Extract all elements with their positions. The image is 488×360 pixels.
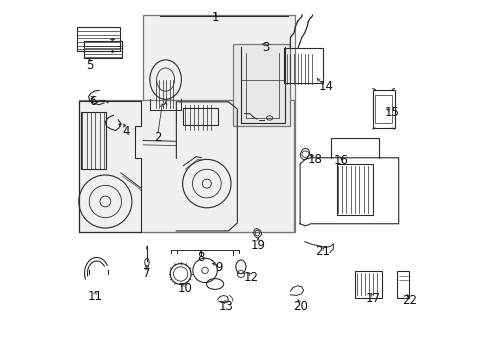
Text: 4: 4	[122, 125, 130, 138]
Bar	[84, 41, 122, 58]
Text: 1: 1	[211, 12, 219, 24]
Text: 11: 11	[87, 290, 102, 303]
Text: 3: 3	[262, 41, 269, 54]
Bar	[374, 95, 391, 123]
Bar	[233, 44, 290, 126]
Text: 22: 22	[401, 294, 416, 307]
Text: 7: 7	[143, 267, 150, 280]
Bar	[79, 100, 293, 232]
Text: 5: 5	[86, 59, 93, 72]
Text: 10: 10	[178, 282, 192, 295]
Text: 18: 18	[307, 153, 322, 166]
Bar	[372, 90, 394, 129]
Text: 15: 15	[384, 106, 399, 119]
Text: 14: 14	[318, 80, 333, 93]
Bar	[354, 271, 381, 298]
Text: 9: 9	[215, 261, 223, 274]
Bar	[336, 164, 372, 215]
Bar	[77, 27, 120, 51]
Text: 8: 8	[197, 251, 204, 264]
Bar	[143, 15, 294, 232]
Text: 12: 12	[243, 271, 258, 284]
Text: 19: 19	[250, 239, 265, 252]
Text: 20: 20	[292, 300, 307, 313]
Text: 21: 21	[315, 244, 329, 257]
Bar	[284, 48, 323, 83]
Text: 2: 2	[154, 131, 161, 144]
Bar	[396, 271, 408, 298]
Bar	[81, 112, 106, 169]
Text: 17: 17	[365, 292, 380, 305]
Bar	[183, 108, 218, 125]
Text: 13: 13	[218, 300, 233, 313]
Text: 6: 6	[89, 95, 97, 108]
Text: 16: 16	[333, 154, 348, 167]
